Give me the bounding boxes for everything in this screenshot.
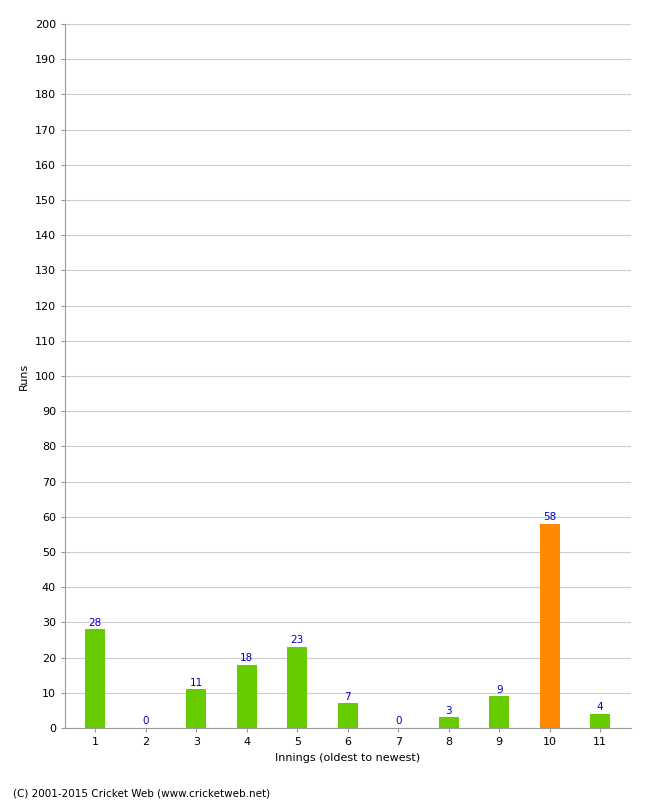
Bar bbox=[590, 714, 610, 728]
X-axis label: Innings (oldest to newest): Innings (oldest to newest) bbox=[275, 753, 421, 762]
Text: 28: 28 bbox=[88, 618, 102, 628]
Text: 0: 0 bbox=[142, 716, 149, 726]
Text: 18: 18 bbox=[240, 653, 254, 663]
Bar bbox=[287, 647, 307, 728]
Bar bbox=[337, 703, 358, 728]
Bar bbox=[540, 524, 560, 728]
Text: 0: 0 bbox=[395, 716, 402, 726]
Text: 23: 23 bbox=[291, 635, 304, 646]
Bar bbox=[186, 690, 207, 728]
Y-axis label: Runs: Runs bbox=[20, 362, 29, 390]
Bar bbox=[489, 696, 510, 728]
Text: (C) 2001-2015 Cricket Web (www.cricketweb.net): (C) 2001-2015 Cricket Web (www.cricketwe… bbox=[13, 788, 270, 798]
Text: 3: 3 bbox=[445, 706, 452, 716]
Bar bbox=[85, 630, 105, 728]
Text: 7: 7 bbox=[344, 691, 351, 702]
Text: 11: 11 bbox=[190, 678, 203, 687]
Bar bbox=[439, 718, 459, 728]
Text: 9: 9 bbox=[496, 685, 502, 694]
Text: 58: 58 bbox=[543, 512, 556, 522]
Text: 4: 4 bbox=[597, 702, 603, 712]
Bar bbox=[237, 665, 257, 728]
